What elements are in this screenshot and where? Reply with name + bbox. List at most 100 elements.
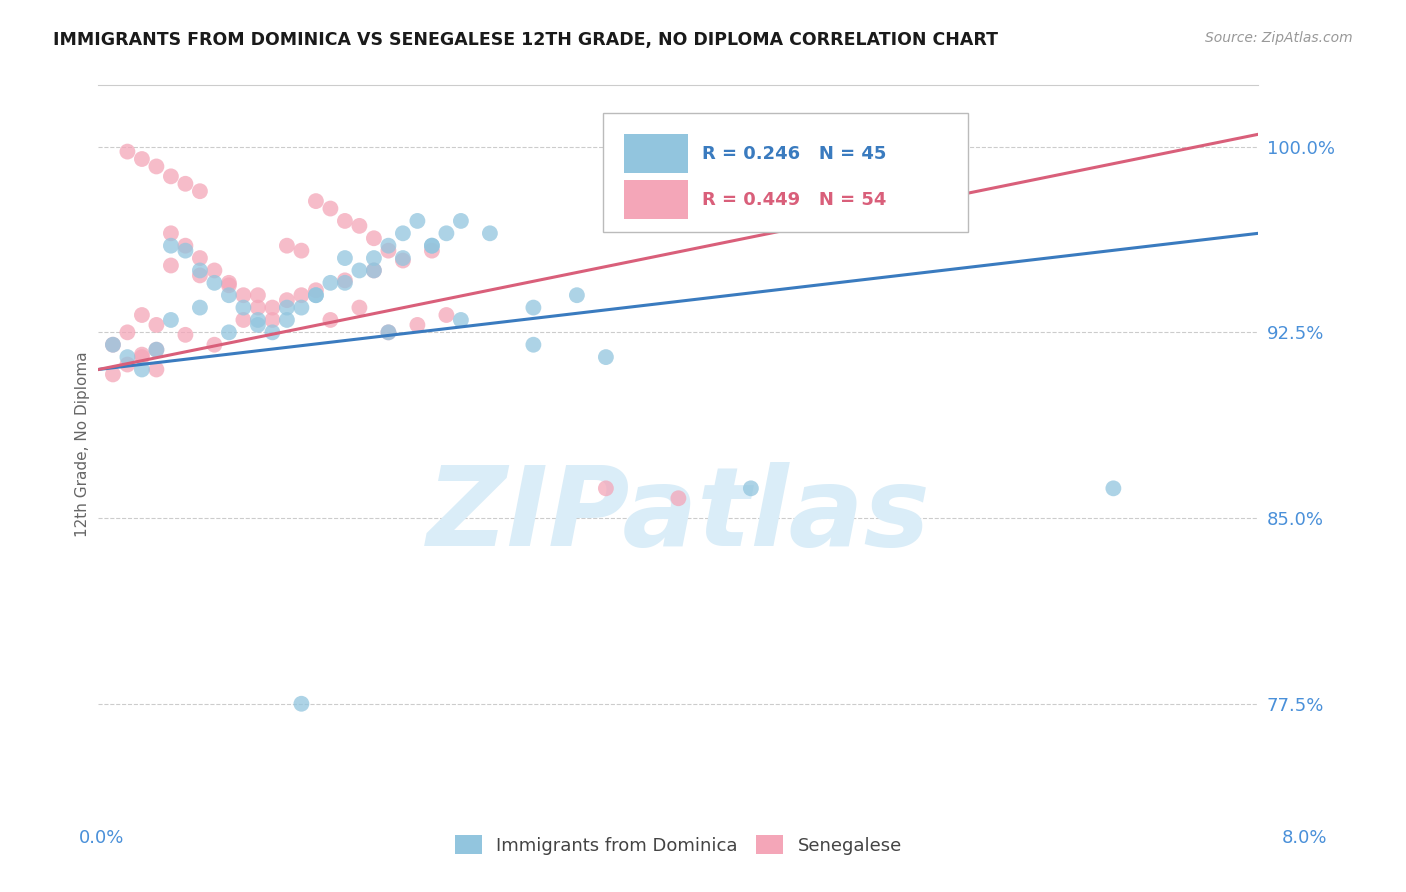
- Point: [478, 227, 501, 241]
- Point: [363, 263, 385, 277]
- Point: [160, 169, 183, 184]
- Point: [232, 288, 254, 302]
- Point: [131, 362, 153, 376]
- Point: [377, 238, 399, 252]
- Point: [436, 308, 458, 322]
- Point: [420, 238, 443, 252]
- Point: [363, 263, 385, 277]
- Point: [101, 337, 124, 351]
- Point: [319, 202, 342, 216]
- Point: [101, 337, 124, 351]
- Point: [160, 238, 183, 252]
- FancyBboxPatch shape: [624, 135, 688, 173]
- Point: [276, 313, 298, 327]
- Point: [160, 259, 183, 273]
- Point: [117, 350, 139, 364]
- Point: [117, 145, 139, 159]
- Point: [333, 273, 356, 287]
- Point: [218, 288, 240, 302]
- Point: [204, 276, 226, 290]
- Point: [117, 358, 139, 372]
- Point: [174, 177, 197, 191]
- Point: [305, 194, 328, 208]
- Point: [290, 288, 312, 302]
- Point: [319, 276, 342, 290]
- Point: [218, 278, 240, 293]
- Point: [246, 318, 269, 332]
- Point: [131, 152, 153, 166]
- Point: [420, 244, 443, 258]
- Point: [262, 313, 284, 327]
- Point: [204, 263, 226, 277]
- Point: [333, 214, 356, 228]
- Point: [290, 244, 312, 258]
- Point: [276, 301, 298, 315]
- Point: [406, 214, 429, 228]
- Point: [174, 244, 197, 258]
- Point: [305, 288, 328, 302]
- Point: [349, 219, 371, 233]
- Point: [218, 326, 240, 340]
- Point: [392, 251, 415, 265]
- Point: [174, 238, 197, 252]
- Text: ZIPatlas: ZIPatlas: [426, 462, 931, 569]
- Point: [333, 251, 356, 265]
- Point: [565, 288, 588, 302]
- Point: [392, 227, 415, 241]
- Point: [145, 343, 167, 357]
- Point: [145, 362, 167, 376]
- Point: [101, 368, 124, 382]
- FancyBboxPatch shape: [603, 113, 969, 232]
- Point: [319, 313, 342, 327]
- Point: [117, 326, 139, 340]
- Point: [145, 318, 167, 332]
- Text: Source: ZipAtlas.com: Source: ZipAtlas.com: [1205, 31, 1353, 45]
- Point: [363, 231, 385, 245]
- Point: [420, 238, 443, 252]
- Point: [232, 313, 254, 327]
- Text: R = 0.449   N = 54: R = 0.449 N = 54: [702, 192, 886, 210]
- Point: [377, 244, 399, 258]
- Point: [276, 238, 298, 252]
- Point: [246, 301, 269, 315]
- Point: [188, 263, 211, 277]
- Point: [145, 343, 167, 357]
- Text: R = 0.246   N = 45: R = 0.246 N = 45: [702, 145, 886, 163]
- Point: [246, 288, 269, 302]
- Point: [349, 263, 371, 277]
- Text: IMMIGRANTS FROM DOMINICA VS SENEGALESE 12TH GRADE, NO DIPLOMA CORRELATION CHART: IMMIGRANTS FROM DOMINICA VS SENEGALESE 1…: [53, 31, 998, 49]
- Legend: Immigrants from Dominica, Senegalese: Immigrants from Dominica, Senegalese: [447, 828, 910, 862]
- Point: [188, 301, 211, 315]
- Point: [188, 184, 211, 198]
- Point: [333, 276, 356, 290]
- Text: 8.0%: 8.0%: [1282, 829, 1327, 847]
- Y-axis label: 12th Grade, No Diploma: 12th Grade, No Diploma: [75, 351, 90, 537]
- Point: [262, 326, 284, 340]
- Point: [1102, 481, 1125, 495]
- Point: [174, 327, 197, 342]
- Point: [392, 253, 415, 268]
- Point: [276, 293, 298, 307]
- Point: [406, 318, 429, 332]
- Point: [218, 276, 240, 290]
- Point: [377, 326, 399, 340]
- Point: [145, 160, 167, 174]
- Point: [450, 214, 472, 228]
- FancyBboxPatch shape: [624, 180, 688, 219]
- Point: [450, 313, 472, 327]
- Point: [522, 301, 544, 315]
- Point: [305, 288, 328, 302]
- Point: [436, 227, 458, 241]
- Point: [363, 251, 385, 265]
- Point: [131, 308, 153, 322]
- Point: [595, 350, 617, 364]
- Point: [131, 348, 153, 362]
- Point: [595, 481, 617, 495]
- Point: [290, 301, 312, 315]
- Text: 0.0%: 0.0%: [79, 829, 124, 847]
- Point: [160, 227, 183, 241]
- Point: [262, 301, 284, 315]
- Point: [160, 313, 183, 327]
- Point: [246, 313, 269, 327]
- Point: [204, 337, 226, 351]
